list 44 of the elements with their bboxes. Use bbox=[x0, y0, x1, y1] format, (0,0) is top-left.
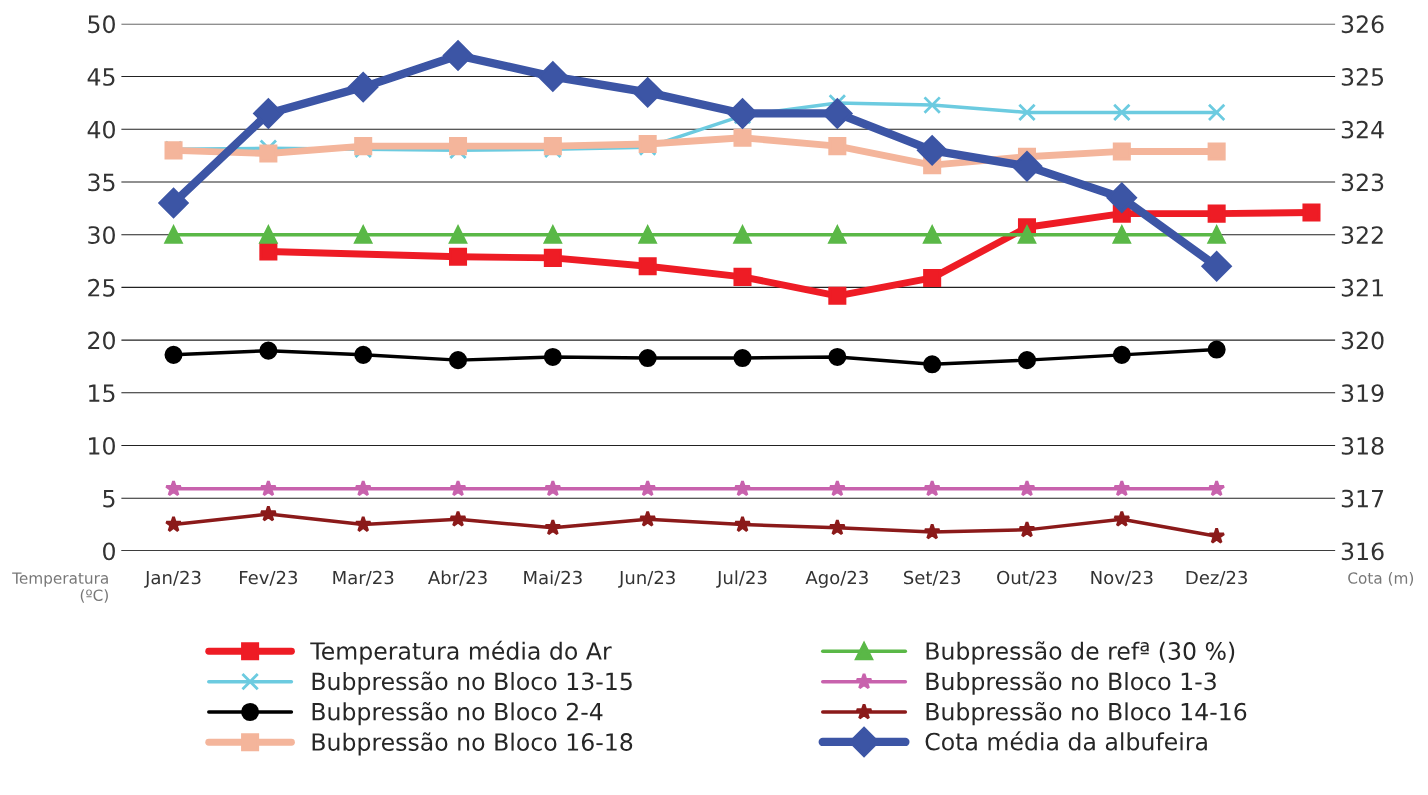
y-tick-label: 40 bbox=[87, 120, 115, 139]
legend-label: Bubpressão no Bloco 14-16 bbox=[926, 701, 1247, 726]
x-tick-label: Jan/23 bbox=[144, 570, 201, 588]
legend-label: Bubpressão no Bloco 1-3 bbox=[926, 671, 1216, 695]
y2-tick-label: 319 bbox=[1341, 384, 1384, 403]
x-tick-label: Dez/23 bbox=[1186, 570, 1247, 586]
y-tick-label: 35 bbox=[88, 173, 115, 192]
y-tick-label: 5 bbox=[103, 489, 115, 508]
y2-tick-label: 324 bbox=[1341, 120, 1384, 139]
y-tick-label: 10 bbox=[89, 436, 115, 455]
y2-tick-label: 320 bbox=[1341, 331, 1384, 350]
legend-label: Cota média da albufeira bbox=[925, 731, 1207, 751]
x-tick-label: Fev/23 bbox=[240, 570, 298, 586]
y2-tick-label: 317 bbox=[1341, 489, 1384, 508]
y-tick-label: 30 bbox=[88, 226, 115, 244]
y-tick-label: 25 bbox=[88, 278, 115, 297]
y2-tick-label: 325 bbox=[1341, 68, 1384, 86]
y-tick-label: 20 bbox=[88, 331, 115, 350]
y2-tick-label: 321 bbox=[1341, 278, 1383, 297]
y2-tick-label: 326 bbox=[1341, 15, 1384, 34]
x-tick-label: Jun/23 bbox=[618, 570, 675, 588]
legend-label: Temperatura média do Ar bbox=[310, 640, 612, 665]
x-tick-label: Abr/23 bbox=[428, 570, 487, 586]
y-axis-title: Temperatura (ºC) bbox=[12, 572, 108, 603]
x-tick-label: Set/23 bbox=[904, 570, 961, 586]
y2-tick-label: 322 bbox=[1341, 226, 1383, 244]
y-tick-label: 45 bbox=[87, 68, 115, 86]
legend-label: Bubpressão no Bloco 13-15 bbox=[312, 671, 632, 695]
x-tick-label: Jul/23 bbox=[716, 570, 767, 588]
y2-tick-label: 316 bbox=[1341, 542, 1384, 561]
y-tick-label: 15 bbox=[89, 384, 115, 403]
x-tick-label: Ago/23 bbox=[805, 570, 868, 588]
legend-label: Bubpressão no Bloco 2-4 bbox=[312, 701, 603, 726]
legend-label: Bubpressão de refª (30 %) bbox=[926, 641, 1235, 665]
x-tick-label: Mar/23 bbox=[333, 570, 394, 586]
legend-label: Bubpressão no Bloco 16-18 bbox=[312, 732, 633, 756]
y2-tick-label: 318 bbox=[1341, 436, 1384, 455]
y2-tick-label: 323 bbox=[1341, 173, 1384, 192]
x-tick-label: Nov/23 bbox=[1091, 570, 1153, 586]
y2-axis-title: Cota (m) bbox=[1348, 572, 1414, 586]
x-tick-label: Mai/23 bbox=[524, 570, 582, 586]
y-tick-label: 50 bbox=[88, 15, 115, 34]
y-tick-label: 0 bbox=[103, 542, 115, 561]
x-tick-label: Out/23 bbox=[997, 570, 1057, 586]
